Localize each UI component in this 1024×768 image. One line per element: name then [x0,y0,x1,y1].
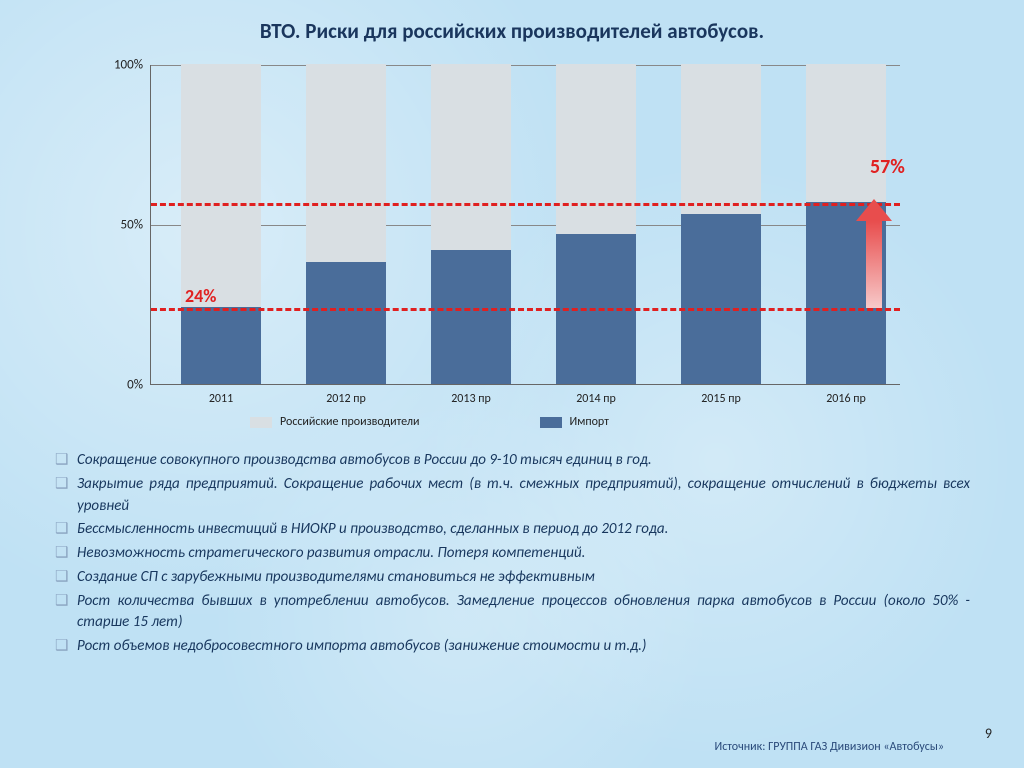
bar-group: 2011 [181,64,261,384]
gridline [151,225,900,226]
bar-import [181,307,261,384]
x-tick-label: 2013 пр [423,392,519,406]
bullet-item: Бессмысленность инвестиций в НИОКР и про… [55,519,970,541]
gridline [151,65,900,66]
bar-import [681,214,761,384]
legend-label: Импорт [570,415,609,429]
page-number: 9 [985,725,992,742]
growth-arrow [860,203,888,309]
y-tick-label: 50% [101,218,143,233]
ref_high-line [151,203,900,206]
chart: 0% 50% 100% 2011 2012 пр 2013 пр 2014 пр 2015 п… [90,55,940,435]
bullet-item: Сокращение совокупного производства авто… [55,450,970,472]
bar-group: 2014 пр [556,64,636,384]
bar-group: 2012 пр [306,64,386,384]
bullet-item: Рост количества бывших в употреблении ав… [55,591,970,635]
plot-area: 0%50%100%20112012 пр2013 пр2014 пр2015 п… [150,65,900,385]
legend-item: Импорт [540,415,609,429]
bullet-item: Рост объемов недобросовестного импорта а… [55,636,970,658]
y-tick-label: 0% [101,378,143,393]
x-tick-label: 2015 пр [673,392,769,406]
x-tick-label: 2011 [173,392,269,406]
x-tick-label: 2012 пр [298,392,394,406]
legend-item: Российские производители [250,415,420,429]
bullet-item: Невозможность стратегического развития о… [55,543,970,565]
ref-low-label: 24% [185,285,216,307]
bar-import [306,262,386,384]
bullet-item: Создание СП с зарубежными производителям… [55,567,970,589]
y-tick-label: 100% [101,58,143,73]
bar-group: 2015 пр [681,64,761,384]
x-tick-label: 2014 пр [548,392,644,406]
x-tick-label: 2016 пр [798,392,894,406]
legend-label: Российские производители [280,415,420,429]
legend-swatch [250,417,272,428]
legend-swatch [540,417,562,428]
bar-import [431,250,511,384]
bullet-list: Сокращение совокупного производства авто… [55,450,970,660]
ref-high-label: 57% [870,155,905,179]
bar-group: 2013 пр [431,64,511,384]
source-text: Источник: ГРУППА ГАЗ Дивизион «Автобусы» [715,740,945,754]
ref_low-line [151,308,900,311]
legend: Российские производители Импорт [250,415,609,429]
page-title: ВТО. Риски для российских производителей… [0,0,1024,44]
bullet-item: Закрытие ряда предприятий. Сокращение ра… [55,474,970,518]
